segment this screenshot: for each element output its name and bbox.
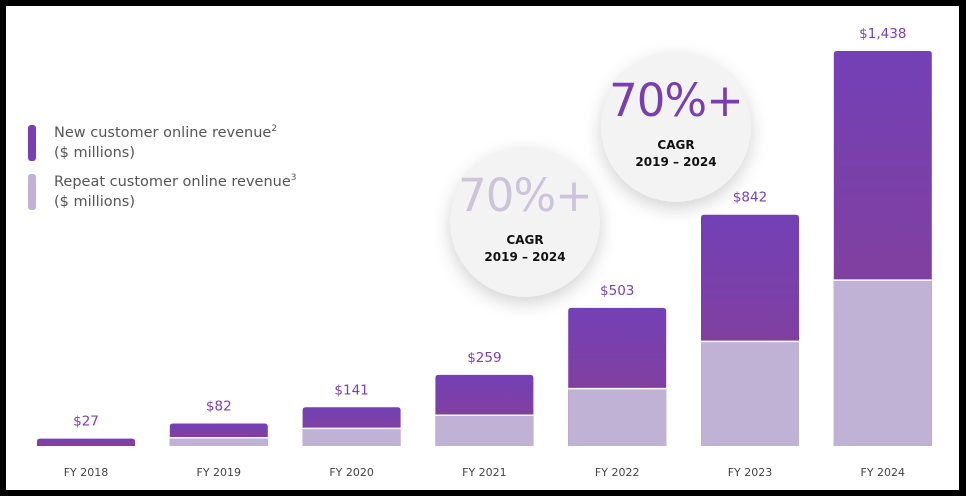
x-tick-label: FY 2018 <box>64 466 109 479</box>
legend-swatch-new-customer <box>28 125 36 161</box>
x-tick-label: FY 2022 <box>595 466 640 479</box>
legend-label-new-customer: New customer online revenue2 ($ millions… <box>54 124 278 161</box>
cagr-value: 70%+ <box>458 169 593 222</box>
bar-repeat-customer <box>833 280 932 446</box>
cagr-period: 2019 – 2024 <box>484 250 566 264</box>
cagr-callout: 70%+ CAGR 2019 – 2024 <box>601 52 751 202</box>
x-tick-label: FY 2020 <box>329 466 374 479</box>
bar-total-label: $1,438 <box>859 26 906 42</box>
cagr-label: CAGR <box>506 233 544 247</box>
cagr-callout-faded: 70%+ CAGR 2019 – 2024 <box>450 147 600 297</box>
cagr-label: CAGR <box>657 138 695 152</box>
bar-chart: $27 FY 2018 $82 FY 2019 $141 FY 2020 $259 FY 20… <box>37 26 932 479</box>
bar-total-label: $141 <box>334 382 368 398</box>
x-tick-label: FY 2019 <box>197 466 242 479</box>
x-tick-label: FY 2024 <box>861 466 906 479</box>
legend-swatch-repeat-customer <box>28 174 36 210</box>
bar-repeat-customer <box>568 388 667 446</box>
bar-total-label: $503 <box>600 283 634 299</box>
bar-new-customer <box>37 438 135 446</box>
x-tick-label: FY 2023 <box>728 466 773 479</box>
bar-total-label: $842 <box>733 190 767 206</box>
bar-repeat-customer <box>435 415 534 446</box>
legend-label-repeat-customer: Repeat customer online revenue3 ($ milli… <box>54 173 297 210</box>
cagr-value: 70%+ <box>609 74 744 127</box>
chart-panel: New customer online revenue2 ($ millions… <box>6 6 959 490</box>
bar-total-label: $27 <box>73 414 99 430</box>
bar-repeat-customer <box>701 341 799 446</box>
bar-repeat-customer <box>169 437 268 446</box>
bar-total-label: $82 <box>206 398 232 414</box>
bar-repeat-customer <box>302 428 401 446</box>
bar-total-label: $259 <box>467 350 501 366</box>
x-tick-label: FY 2021 <box>462 466 507 479</box>
cagr-period: 2019 – 2024 <box>635 155 717 169</box>
